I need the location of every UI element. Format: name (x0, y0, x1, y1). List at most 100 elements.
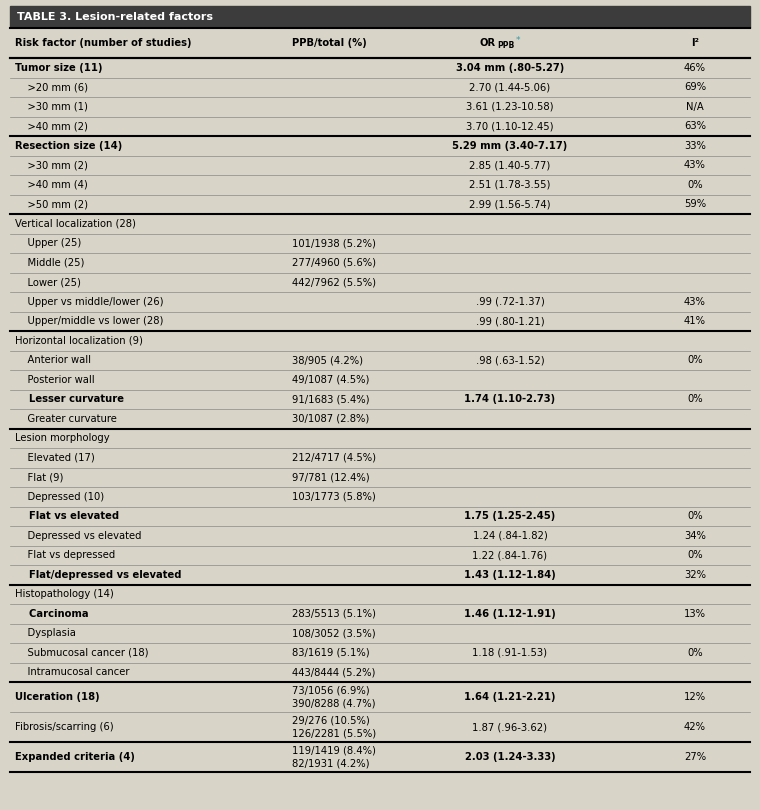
Text: Lower (25): Lower (25) (15, 277, 81, 288)
Text: Greater curvature: Greater curvature (15, 414, 117, 424)
Text: .99 (.80-1.21): .99 (.80-1.21) (476, 316, 544, 326)
Text: >40 mm (2): >40 mm (2) (15, 122, 88, 131)
Text: 29/276 (10.5%): 29/276 (10.5%) (292, 715, 370, 726)
Bar (10, 292, 750, 312)
Text: Carcinoma: Carcinoma (15, 609, 89, 619)
Bar (10, 487, 750, 506)
Text: Expanded criteria (4): Expanded criteria (4) (15, 752, 135, 762)
Bar (10, 448, 750, 467)
Text: 2.99 (1.56-5.74): 2.99 (1.56-5.74) (469, 199, 551, 209)
Bar (10, 663, 750, 682)
Bar (10, 156, 750, 175)
Bar (10, 233, 750, 253)
Text: 12%: 12% (684, 692, 706, 702)
Text: 42%: 42% (684, 722, 706, 732)
Text: 0%: 0% (687, 356, 703, 365)
Bar (10, 545, 750, 565)
Text: 442/7962 (5.5%): 442/7962 (5.5%) (292, 277, 376, 288)
Text: 63%: 63% (684, 122, 706, 131)
Text: Histopathology (14): Histopathology (14) (15, 589, 114, 599)
Bar (10, 78, 750, 97)
Text: Upper/middle vs lower (28): Upper/middle vs lower (28) (15, 316, 163, 326)
Text: Flat (9): Flat (9) (15, 472, 63, 482)
Text: 43%: 43% (684, 160, 706, 170)
Text: Intramucosal cancer: Intramucosal cancer (15, 667, 129, 677)
Text: 108/3052 (3.5%): 108/3052 (3.5%) (292, 629, 375, 638)
Text: .99 (.72-1.37): .99 (.72-1.37) (476, 296, 544, 307)
Bar (10, 28, 750, 58)
Text: Depressed vs elevated: Depressed vs elevated (15, 531, 141, 541)
Text: Risk factor (number of studies): Risk factor (number of studies) (15, 38, 192, 48)
Text: 1.43 (1.12-1.84): 1.43 (1.12-1.84) (464, 569, 556, 580)
Text: 2.51 (1.78-3.55): 2.51 (1.78-3.55) (470, 180, 551, 190)
Text: 119/1419 (8.4%): 119/1419 (8.4%) (292, 745, 376, 756)
Text: 5.29 mm (3.40-7.17): 5.29 mm (3.40-7.17) (452, 141, 568, 151)
Text: 97/781 (12.4%): 97/781 (12.4%) (292, 472, 369, 482)
Bar (10, 194, 750, 214)
Text: 73/1056 (6.9%): 73/1056 (6.9%) (292, 685, 369, 696)
Text: Fibrosis/scarring (6): Fibrosis/scarring (6) (15, 722, 114, 732)
Text: *: * (516, 36, 521, 45)
Text: Middle (25): Middle (25) (15, 258, 84, 268)
Text: 3.61 (1.23-10.58): 3.61 (1.23-10.58) (466, 102, 554, 112)
Bar (10, 272, 750, 292)
Bar (10, 390, 750, 409)
Text: PPB/total (%): PPB/total (%) (292, 38, 367, 48)
Text: 49/1087 (4.5%): 49/1087 (4.5%) (292, 375, 369, 385)
Text: 59%: 59% (684, 199, 706, 209)
Text: 3.04 mm (.80-5.27): 3.04 mm (.80-5.27) (456, 62, 564, 73)
Text: 33%: 33% (684, 141, 706, 151)
Text: Flat vs depressed: Flat vs depressed (15, 550, 116, 561)
Text: >40 mm (4): >40 mm (4) (15, 180, 87, 190)
Text: 30/1087 (2.8%): 30/1087 (2.8%) (292, 414, 369, 424)
Text: 443/8444 (5.2%): 443/8444 (5.2%) (292, 667, 375, 677)
Text: 1.75 (1.25-2.45): 1.75 (1.25-2.45) (464, 511, 556, 522)
Bar (10, 312, 750, 331)
Text: 82/1931 (4.2%): 82/1931 (4.2%) (292, 759, 369, 769)
Text: TABLE 3. Lesion-related factors: TABLE 3. Lesion-related factors (17, 12, 213, 22)
Text: PPB: PPB (498, 41, 515, 50)
Text: 2.70 (1.44-5.06): 2.70 (1.44-5.06) (470, 83, 550, 92)
Bar (10, 585, 750, 604)
Bar (10, 6, 750, 28)
Text: 0%: 0% (687, 648, 703, 658)
Text: 0%: 0% (687, 550, 703, 561)
Text: 13%: 13% (684, 609, 706, 619)
Text: 277/4960 (5.6%): 277/4960 (5.6%) (292, 258, 376, 268)
Text: 126/2281 (5.5%): 126/2281 (5.5%) (292, 729, 376, 739)
Text: Dysplasia: Dysplasia (15, 629, 76, 638)
Text: 212/4717 (4.5%): 212/4717 (4.5%) (292, 453, 376, 463)
Text: 1.24 (.84-1.82): 1.24 (.84-1.82) (473, 531, 547, 541)
Bar (10, 643, 750, 663)
Bar (10, 175, 750, 194)
Text: Flat vs elevated: Flat vs elevated (15, 511, 119, 522)
Bar (10, 370, 750, 390)
Bar (10, 526, 750, 545)
Bar (10, 58, 750, 78)
Text: Lesser curvature: Lesser curvature (15, 394, 124, 404)
Bar (10, 117, 750, 136)
Text: 103/1773 (5.8%): 103/1773 (5.8%) (292, 492, 375, 501)
Bar (10, 624, 750, 643)
Text: 27%: 27% (684, 752, 706, 762)
Text: .98 (.63-1.52): .98 (.63-1.52) (476, 356, 544, 365)
Text: Elevated (17): Elevated (17) (15, 453, 95, 463)
Bar (10, 565, 750, 585)
Text: 3.70 (1.10-12.45): 3.70 (1.10-12.45) (466, 122, 554, 131)
Text: Horizontal localization (9): Horizontal localization (9) (15, 336, 143, 346)
Bar (10, 682, 750, 712)
Text: 2.03 (1.24-3.33): 2.03 (1.24-3.33) (464, 752, 556, 762)
Text: Resection size (14): Resection size (14) (15, 141, 122, 151)
Text: 1.87 (.96-3.62): 1.87 (.96-3.62) (473, 722, 547, 732)
Text: Submucosal cancer (18): Submucosal cancer (18) (15, 648, 148, 658)
Text: 46%: 46% (684, 62, 706, 73)
Text: 283/5513 (5.1%): 283/5513 (5.1%) (292, 609, 376, 619)
Text: 1.22 (.84-1.76): 1.22 (.84-1.76) (473, 550, 547, 561)
Text: 0%: 0% (687, 511, 703, 522)
Text: Ulceration (18): Ulceration (18) (15, 692, 100, 702)
Text: 38/905 (4.2%): 38/905 (4.2%) (292, 356, 363, 365)
Text: Upper vs middle/lower (26): Upper vs middle/lower (26) (15, 296, 163, 307)
Text: Vertical localization (28): Vertical localization (28) (15, 219, 136, 228)
Bar (10, 214, 750, 233)
Bar (10, 253, 750, 272)
